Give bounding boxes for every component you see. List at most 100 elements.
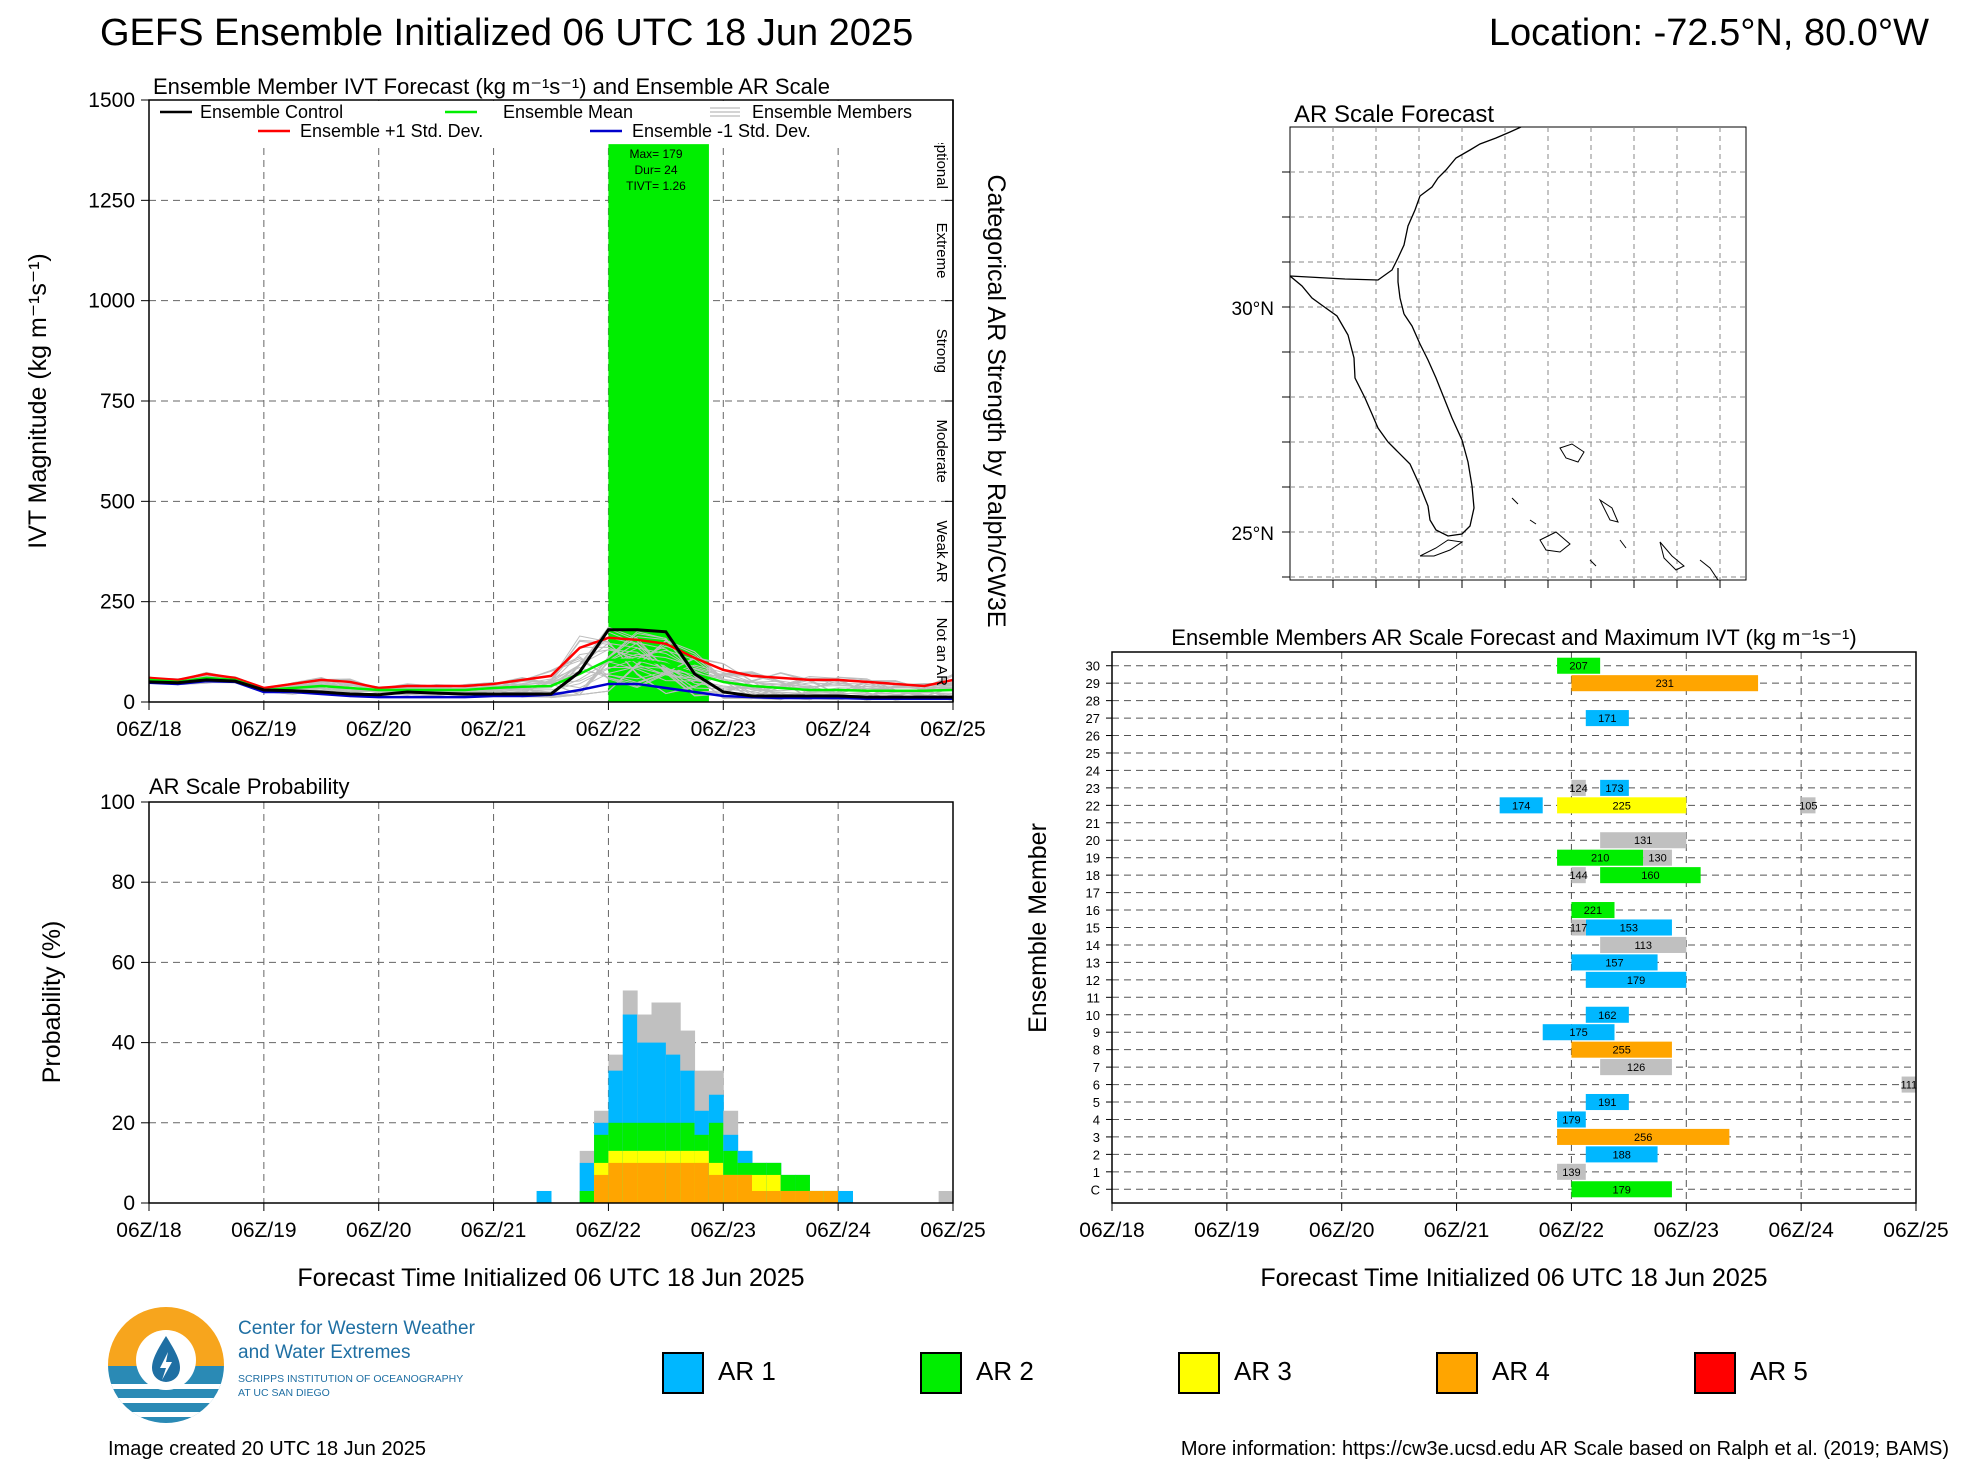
legend-ar1-swatch [662,1352,704,1394]
prob-bar-ar4 [766,1190,782,1203]
logo-line4: AT UC SAN DIEGO [238,1387,330,1399]
member-ar-segment [1499,797,1543,814]
member-max-ivt-label: 179 [1627,975,1645,987]
members-xtick-label: 06Z/18 [1079,1219,1144,1242]
members-x-ticks: 06Z/18 06Z/19 06Z/20 06Z/21 06Z/22 06Z/23 06Z/… [1079,1203,1949,1242]
member-max-ivt-label: 131 [1634,835,1652,847]
prob-ytick-label: 20 [112,1112,135,1135]
prob-bar-ar4 [694,1162,710,1203]
prob-bar-ar4 [594,1174,609,1203]
ivt-ytick-label: 0 [123,691,135,714]
member-ytick-label: 30 [1086,659,1100,674]
member-ar-segment [1585,1146,1658,1163]
ar-scale-band [608,144,709,702]
member-max-ivt-label: 188 [1612,1149,1630,1161]
members-xtick-label: 06Z/21 [1424,1219,1489,1242]
prob-bar-ar2 [579,1190,595,1203]
ivt-xtick-label: 06Z/19 [231,718,296,741]
prob-bar-ar4 [665,1162,681,1203]
ivt-xtick-label: 06Z/20 [346,718,411,741]
member-ytick-label: 24 [1086,763,1100,778]
map-title: AR Scale Forecast [1294,101,1494,128]
prob-bar-ar4 [708,1174,724,1203]
prob-ytick-label: 60 [112,951,135,974]
member-ytick-label: 15 [1086,921,1100,936]
legend-ar4-label: AR 4 [1492,1356,1550,1386]
prob-x-ticks: 06Z/18 06Z/19 06Z/20 06Z/21 06Z/22 06Z/23 06Z/… [116,1203,986,1242]
cw3e-logo: Center for Western Weather and Water Ext… [108,1307,476,1423]
ivt-xtick-label: 06Z/25 [920,718,985,741]
member-ytick-label: 28 [1086,694,1100,709]
member-ytick-label: 17 [1086,886,1100,901]
member-max-ivt-label: 221 [1584,905,1602,917]
legend-ar3-swatch [1178,1352,1220,1394]
category-label: Strong [933,329,950,373]
member-ytick-label: 12 [1086,973,1100,988]
member-ar-segment [1643,849,1672,866]
member-ar-segment [1571,919,1586,936]
member-max-ivt-label: 124 [1569,783,1587,795]
ivt-xtick-label: 06Z/24 [805,718,871,741]
main-title: GEFS Ensemble Initialized 06 UTC 18 Jun … [100,12,914,54]
member-ar-segment [1571,902,1615,919]
member-max-ivt-label: 139 [1562,1167,1580,1179]
legend-ar1-label: AR 1 [718,1356,776,1386]
member-ar-segment [1801,797,1816,814]
legend-ar4-swatch [1436,1352,1478,1394]
members-xtick-label: 06Z/20 [1309,1219,1374,1242]
member-ar-segment [1542,1024,1615,1041]
member-ytick-label: 20 [1086,833,1100,848]
ivt-ytick-label: 1250 [88,189,135,212]
prob-xtick-label: 06Z/20 [346,1219,411,1242]
prob-panel-title: AR Scale Probability [149,774,350,799]
member-max-ivt-label: 207 [1569,661,1587,673]
member-ytick-label: 13 [1086,955,1100,970]
member-ar-segment [1557,657,1601,674]
member-max-ivt-label: 105 [1799,800,1817,812]
member-ytick-label: 2 [1093,1147,1100,1162]
member-ytick-label: 23 [1086,781,1100,796]
prob-bar-ar4 [608,1162,624,1203]
member-max-ivt-label: 117 [1570,923,1588,935]
member-ar-segment [1571,1041,1672,1058]
member-max-ivt-label: 191 [1598,1097,1616,1109]
prob-bar-ar4 [723,1174,739,1203]
member-ytick-label: 7 [1093,1060,1100,1075]
ivt-grid [149,100,953,702]
prob-ytick-label: 0 [123,1192,135,1215]
member-max-ivt-label: 162 [1598,1010,1616,1022]
category-label: Extreme [933,223,950,279]
prob-grid [149,802,953,1203]
ivt-legend-bg [150,101,952,143]
member-ar-segment [1600,779,1629,796]
member-ar-segment [1600,1059,1672,1076]
members-panel-title: Ensemble Members AR Scale Forecast and M… [1171,625,1856,650]
member-ar-segment [1571,675,1759,692]
member-max-ivt-label: 255 [1612,1045,1630,1057]
legend-plus-sd-label: Ensemble +1 Std. Dev. [300,121,483,141]
legend-ar2-label: AR 2 [976,1356,1034,1386]
ivt-ytick-label: 1500 [88,89,135,112]
member-max-ivt-label: 256 [1634,1132,1652,1144]
ivt-series-lines [149,628,953,701]
member-ytick-label: 8 [1093,1043,1100,1058]
legend-ar3-label: AR 3 [1234,1356,1292,1386]
logo-line1: Center for Western Weather [238,1318,476,1339]
category-label: Not an AR [933,618,950,687]
members-xtick-label: 06Z/24 [1768,1219,1834,1242]
prob-bar-not_ar [938,1190,954,1203]
member-ar-segment [1571,954,1658,971]
member-max-ivt-label: 153 [1620,923,1638,935]
prob-ytick-label: 40 [112,1032,135,1055]
member-ar-segment [1557,797,1687,814]
member-max-ivt-label: 160 [1641,870,1659,882]
member-ar-segment [1571,1181,1672,1198]
member-ytick-label: 16 [1086,903,1100,918]
prob-bar-ar4 [737,1174,753,1203]
ivt-xtick-label: 06Z/21 [461,718,526,741]
ivt-ytick-label: 500 [100,490,135,513]
member-ar-segment [1571,779,1586,796]
members-xtick-label: 06Z/25 [1883,1219,1948,1242]
prob-ytick-label: 80 [112,871,135,894]
member-ytick-label: 19 [1086,851,1100,866]
